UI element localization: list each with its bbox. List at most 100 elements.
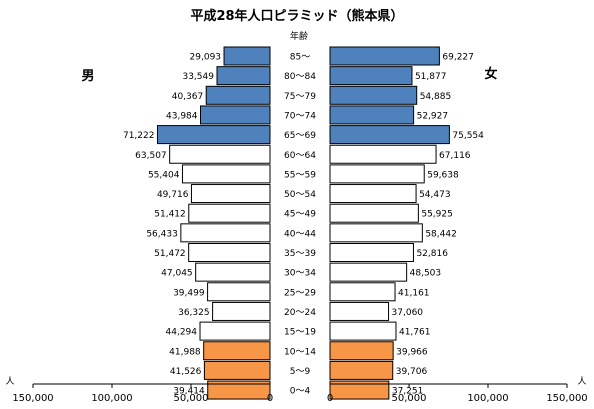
male-bar-5 [169,144,271,164]
age-group-label-10: 35～39 [284,249,316,259]
male-bar-9 [180,223,271,243]
male-bar-15 [203,341,271,361]
female-value-label-11: 48,503 [410,269,442,279]
female-value-label-16: 39,706 [396,367,428,377]
female-bar-17 [329,380,390,400]
male-bar-6 [181,164,271,184]
female-bar-9 [329,223,423,243]
female-value-label-0: 69,227 [442,53,474,63]
male-x-tick-label-3: 0 [267,393,273,404]
male-value-label-8: 51,412 [154,210,186,220]
female-bar-15 [329,341,394,361]
male-value-label-9: 56,433 [146,229,178,239]
age-group-label-16: 5～9 [290,367,311,377]
age-group-label-1: 80～84 [284,72,316,82]
female-value-label-4: 75,554 [452,131,484,141]
male-value-label-2: 40,367 [172,92,204,102]
male-value-label-10: 51,472 [154,249,186,259]
female-value-label-17: 37,251 [392,387,424,397]
age-group-label-0: 85～ [290,53,310,63]
age-group-label-3: 70～74 [284,111,316,121]
female-bar-4 [329,125,450,145]
male-value-label-0: 29,093 [190,53,222,63]
male-bar-14 [199,321,271,341]
male-bar-1 [216,66,271,86]
female-value-label-7: 54,473 [419,190,451,200]
male-bar-0 [223,46,271,66]
chart-title: 平成28年人口ピラミッド（熊本県） [190,8,403,24]
age-header: 年齢 [290,30,308,42]
age-group-label-15: 10～14 [284,347,316,357]
female-bar-0 [329,46,440,66]
male-value-label-17: 39,414 [173,387,205,397]
male-value-label-7: 49,716 [157,190,189,200]
male-value-label-6: 55,404 [148,170,180,180]
female-bar-12 [329,282,396,302]
male-x-tick-label-0: 150,000 [12,393,53,404]
age-group-label-6: 55～59 [284,170,316,180]
female-x-tick-label-2: 50,000 [392,393,427,404]
male-bar-13 [212,301,271,321]
female-bar-13 [329,301,390,321]
female-value-label-5: 67,116 [439,151,471,161]
male-value-label-15: 41,988 [169,347,201,357]
female-value-label-2: 54,885 [420,92,452,102]
female-bar-6 [329,164,425,184]
left-unit-label: 人 [5,376,14,387]
male-bar-2 [205,85,271,105]
female-value-label-12: 41,161 [398,288,430,298]
male-value-label-14: 44,294 [166,328,198,338]
age-group-label-2: 75～79 [284,92,316,102]
male-bar-11 [195,262,271,282]
male-bar-8 [188,203,271,223]
male-bar-10 [188,243,271,262]
male-value-label-3: 43,984 [166,111,198,121]
male-value-label-11: 47,045 [161,269,193,279]
right-unit-label: 人 [577,376,586,387]
female-value-label-8: 55,925 [421,210,453,220]
labels-layer: 29,093 69,227 85～ 33,549 51,877 80～84 40,367 54… [123,53,484,397]
female-bar-10 [329,243,414,262]
female-value-label-13: 37,060 [392,308,424,318]
female-value-label-15: 39,966 [396,347,428,357]
male-value-label-12: 39,499 [173,288,205,298]
male-value-label-4: 71,222 [123,131,155,141]
male-bar-4 [156,125,271,145]
female-x-tick-label-0: 150,000 [546,393,587,404]
male-bar-12 [207,282,271,302]
bars-layer [156,46,450,400]
female-bar-1 [329,66,413,86]
age-group-label-17: 0～4 [290,387,311,397]
male-x-tick-label-1: 100,000 [91,393,132,404]
age-group-label-8: 45～49 [284,210,316,220]
age-group-label-13: 20～24 [284,308,316,318]
male-bar-16 [203,360,271,380]
age-group-label-9: 40～44 [284,229,316,239]
female-value-label-14: 41,761 [399,328,431,338]
female-bar-5 [329,144,437,164]
female-bar-14 [329,321,397,341]
age-group-label-5: 60～64 [284,151,316,161]
female-bar-7 [329,184,417,204]
male-value-label-16: 41,526 [170,367,202,377]
male-x-tick-label-2: 50,000 [174,393,209,404]
age-group-label-4: 65～69 [284,131,316,141]
male-label: 男 [81,69,94,84]
female-x-tick-label-3: 0 [327,393,333,404]
axes-layer: 150,000 150,000 100,000 100,000 50,000 50,000… [12,383,588,404]
female-value-label-9: 58,442 [425,229,457,239]
male-value-label-5: 63,507 [135,151,167,161]
female-value-label-6: 59,638 [427,170,459,180]
female-x-tick-label-1: 100,000 [467,393,508,404]
age-group-label-14: 15～19 [284,328,316,338]
age-group-label-11: 30～34 [284,269,316,279]
female-label: 女 [484,66,497,82]
female-bar-11 [329,262,408,282]
male-bar-3 [200,105,271,125]
female-value-label-10: 52,816 [416,249,448,259]
female-bar-8 [329,203,419,223]
female-value-label-1: 51,877 [415,72,447,82]
female-bar-2 [329,85,418,105]
age-group-label-12: 25～29 [284,288,316,298]
